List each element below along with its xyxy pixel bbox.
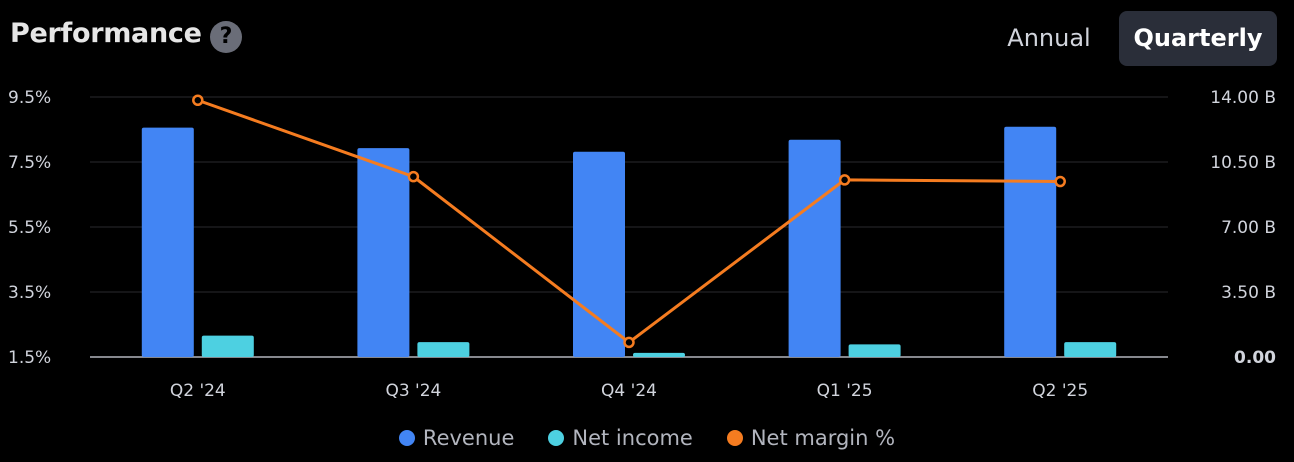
legend-dot-net-income: [548, 430, 565, 446]
left-axis-tick-label: 5.5%: [8, 218, 51, 238]
net-margin-point: [623, 336, 635, 349]
revenue-bar: [1004, 126, 1057, 357]
net-income-bar: [848, 344, 901, 357]
legend-dot-net-margin: [726, 430, 743, 446]
net-income-bar: [633, 352, 685, 357]
help-icon[interactable]: ?: [210, 21, 242, 53]
right-axis-tick-label: 3.50 B: [1221, 283, 1276, 303]
left-axis-tick-label: 9.5%: [8, 88, 51, 108]
legend-item-revenue[interactable]: Revenue: [398, 426, 515, 450]
right-axis-tick-label: 0.00: [1234, 348, 1276, 368]
revenue-bar: [788, 139, 841, 357]
net-margin-point: [192, 94, 204, 106]
chart-title: Performance: [10, 18, 202, 49]
legend-dot-revenue: [398, 430, 415, 446]
legend-label-revenue: Revenue: [422, 426, 515, 450]
right-axis-tick-label: 14.00 B: [1210, 88, 1276, 108]
net-margin-point: [838, 174, 851, 186]
x-axis-tick-label: Q2 '25: [1032, 381, 1088, 401]
chart-legend: Revenue Net income Net margin %: [0, 420, 1294, 456]
net-income-bar: [417, 342, 470, 357]
revenue-bar: [573, 151, 625, 357]
legend-item-net-margin[interactable]: Net margin %: [726, 426, 896, 450]
left-axis-tick-label: 3.5%: [8, 283, 51, 303]
quarterly-toggle-button[interactable]: Quarterly: [1119, 11, 1277, 66]
right-axis-tick-label: 7.00 B: [1221, 218, 1276, 238]
left-axis-tick-label: 1.5%: [8, 348, 51, 368]
x-axis-tick-label: Q3 '24: [385, 381, 441, 401]
left-axis-tick-label: 7.5%: [8, 153, 51, 173]
net-income-bar: [1064, 342, 1117, 357]
net-margin-point: [407, 170, 420, 183]
annual-toggle-button[interactable]: Annual: [1007, 24, 1091, 52]
net-margin-line: [197, 98, 1061, 344]
x-axis-tick-label: Q1 '25: [817, 381, 873, 401]
revenue-bar: [357, 148, 410, 357]
x-axis-tick-label: Q2 '24: [170, 381, 226, 401]
revenue-bar: [141, 127, 194, 357]
net-margin-point: [1054, 175, 1066, 188]
right-axis-tick-label: 10.50 B: [1210, 153, 1276, 173]
legend-label-net-margin: Net margin %: [750, 426, 896, 450]
legend-item-net-income[interactable]: Net income: [548, 426, 693, 450]
legend-label-net-income: Net income: [572, 426, 693, 450]
performance-chart: 9.5% 7.5% 5.5% 3.5% 1.5% 14.00 B 10.50 B 7.00 B…: [8, 88, 1276, 401]
chart-header: Performance ? Annual Quarterly: [0, 0, 1294, 80]
net-income-bar: [201, 335, 254, 357]
x-axis-tick-label: Q4 '24: [601, 381, 657, 401]
